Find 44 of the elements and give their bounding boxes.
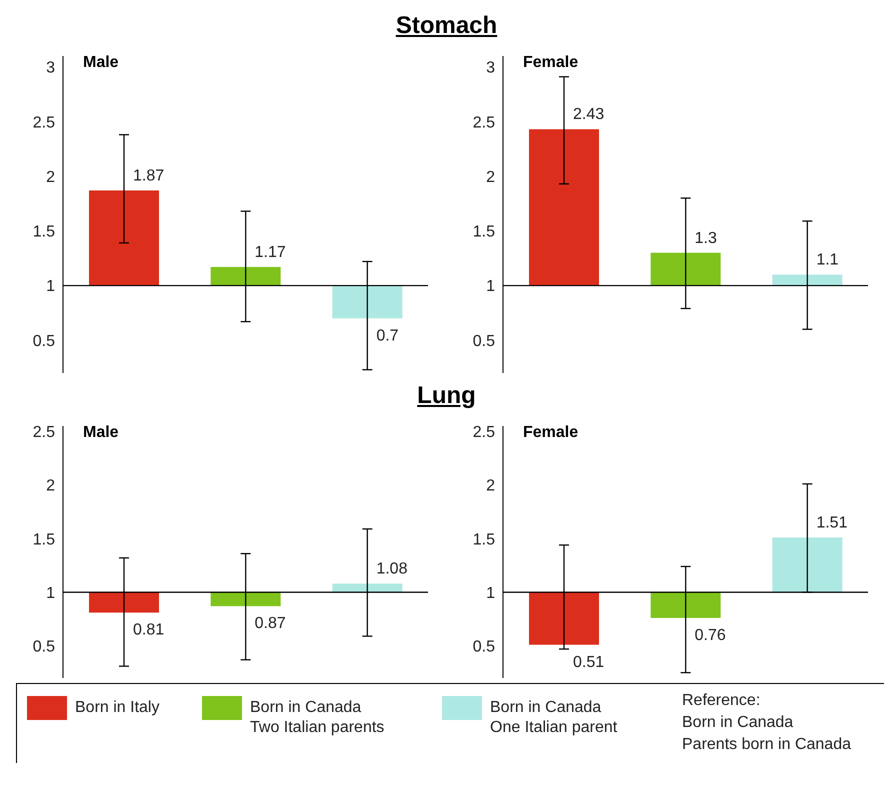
y-tick-label: 1.5 (472, 224, 496, 241)
chart-subtitle: Female (523, 424, 578, 442)
data-label: 0.7 (376, 327, 399, 344)
data-label: 0.51 (573, 654, 604, 671)
legend-label: Born in Canada Two Italian parents (250, 698, 384, 738)
data-label: 2.43 (573, 106, 604, 124)
y-tick-label: 2 (46, 478, 56, 495)
y-tick-label: 2.5 (472, 424, 496, 442)
y-tick-label: 2.5 (32, 424, 56, 442)
legend-label: Born in Italy (75, 698, 160, 718)
chart-title: Stomach (394, 11, 498, 41)
y-tick-label: 1 (46, 278, 56, 296)
y-tick-label: 2.5 (472, 114, 496, 132)
y-tick-label: 1 (46, 584, 56, 602)
y-tick-label: 1 (486, 278, 496, 296)
data-label: 1.08 (376, 560, 408, 578)
y-tick-label: 1.5 (32, 531, 56, 548)
data-label: 1.51 (816, 514, 848, 532)
y-tick-label: 0.5 (472, 638, 496, 656)
chart-subtitle: Male (83, 54, 119, 72)
chart-title: Lung (416, 381, 477, 411)
y-tick-label: 1 (486, 584, 496, 602)
y-tick-label: 1.5 (472, 531, 496, 548)
data-label: 0.76 (694, 626, 726, 644)
legend-label: Born in Canada One Italian parent (490, 698, 618, 738)
data-label: 1.3 (694, 230, 718, 247)
y-tick-label: 0.5 (472, 332, 496, 350)
y-tick-label: 2 (486, 168, 496, 186)
y-tick-label: 3 (486, 60, 496, 77)
data-label: 1.1 (816, 252, 839, 269)
text: Reference: Born in Canada Parents born in Canada (682, 691, 851, 755)
y-tick-label: 3 (46, 60, 56, 77)
chart-subtitle: Female (523, 54, 578, 72)
y-tick-label: 2.5 (32, 114, 56, 132)
y-tick-label: 2 (46, 168, 56, 186)
chart-subtitle: Male (83, 424, 119, 442)
data-label: 1.17 (254, 244, 286, 261)
data-label: 0.81 (133, 622, 164, 639)
y-tick-label: 1.5 (32, 224, 56, 241)
data-label: 1.87 (133, 167, 164, 184)
y-tick-label: 2 (486, 478, 496, 495)
y-tick-label: 0.5 (32, 638, 56, 656)
data-label: 0.87 (254, 615, 286, 632)
y-tick-label: 0.5 (32, 332, 56, 350)
